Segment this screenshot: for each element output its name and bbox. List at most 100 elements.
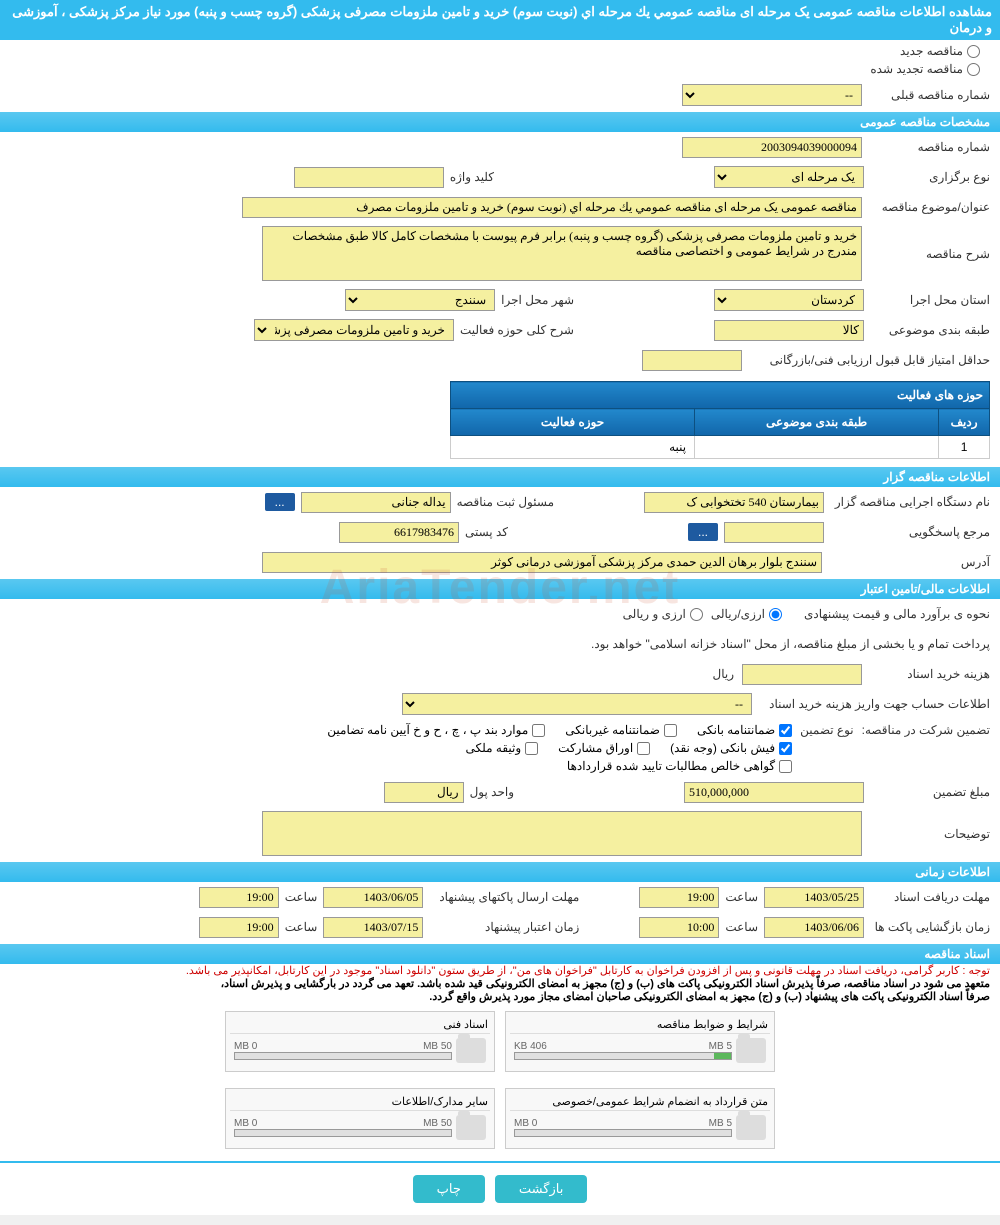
file-title-3: متن قرارداد به انضمام شرایط عمومی/خصوصی: [510, 1093, 770, 1111]
receive-time-label: ساعت: [725, 890, 758, 904]
registrar-input[interactable]: [301, 492, 451, 513]
chk-nonbank-guarantee[interactable]: [664, 724, 677, 737]
chk-clauses[interactable]: [532, 724, 545, 737]
progress-bar-3: [514, 1129, 732, 1137]
min-score-input[interactable]: [642, 350, 742, 371]
account-select[interactable]: --: [402, 693, 752, 715]
folder-icon[interactable]: [456, 1115, 486, 1140]
chk-cert[interactable]: [779, 760, 792, 773]
file-box-contract: متن قرارداد به انضمام شرایط عمومی/خصوصی …: [505, 1088, 775, 1149]
open-date-input[interactable]: [764, 917, 864, 938]
category-label: طبقه بندی موضوعی: [870, 323, 990, 337]
file-used-3: 0 MB: [514, 1118, 537, 1129]
validity-time-label: ساعت: [285, 920, 318, 934]
radio-currency-mixed-label: ارزی و ریالی: [623, 607, 686, 621]
file-total-1: 5 MB: [709, 1041, 732, 1052]
section-timing: اطلاعات زمانی: [0, 862, 1000, 882]
activity-col-row: ردیف: [939, 409, 990, 436]
address-input[interactable]: [262, 552, 822, 573]
unit-input[interactable]: [384, 782, 464, 803]
folder-icon[interactable]: [736, 1038, 766, 1063]
folder-icon[interactable]: [736, 1115, 766, 1140]
file-used-4: 0 MB: [234, 1118, 257, 1129]
desc-textarea[interactable]: خرید و تامین ملزومات مصرفی پزشکی (گروه چ…: [262, 226, 862, 281]
subject-input[interactable]: [242, 197, 862, 218]
responder-input[interactable]: [724, 522, 824, 543]
notes-textarea[interactable]: [262, 811, 862, 856]
note-red: توجه : کاربر گرامی، دریافت اسناد در مهلت…: [0, 964, 1000, 977]
doc-cost-input[interactable]: [742, 664, 862, 685]
radio-renewed-tender[interactable]: [967, 63, 980, 76]
file-used-2: 0 MB: [234, 1041, 257, 1052]
responder-lookup-button[interactable]: ...: [688, 523, 718, 541]
file-total-4: 50 MB: [423, 1118, 452, 1129]
holding-type-select[interactable]: یک مرحله ای: [714, 166, 864, 188]
province-select[interactable]: کردستان: [714, 289, 864, 311]
progress-bar-2: [234, 1052, 452, 1060]
notes-label: توضیحات: [870, 827, 990, 841]
subject-label: عنوان/موضوع مناقصه: [870, 200, 990, 214]
guarantee-label: تضمین شرکت در مناقصه:: [862, 723, 990, 737]
back-button[interactable]: بازگشت: [495, 1175, 587, 1203]
activity-select[interactable]: خرید و تامین ملزومات مصرفی پزشکی (گروه: [254, 319, 454, 341]
chk-cert-label: گواهی خالص مطالبات تایید شده قراردادها: [567, 759, 775, 773]
file-box-other: سایر مدارک/اطلاعات 50 MB 0 MB: [225, 1088, 495, 1149]
chk-bank-guarantee[interactable]: [779, 724, 792, 737]
folder-icon[interactable]: [456, 1038, 486, 1063]
activity-table: حوزه های فعالیت ردیف طبقه بندی موضوعی حو…: [450, 381, 990, 459]
chk-cash[interactable]: [779, 742, 792, 755]
validity-date-input[interactable]: [323, 917, 423, 938]
validity-label: زمان اعتبار پیشنهاد: [429, 920, 579, 934]
receive-date-input[interactable]: [764, 887, 864, 908]
org-name-label: نام دستگاه اجرایی مناقصه گزار: [830, 495, 990, 509]
chk-shares[interactable]: [637, 742, 650, 755]
prev-number-label: شماره مناقصه قبلی: [870, 88, 990, 102]
radio-new-tender[interactable]: [967, 45, 980, 58]
amount-input[interactable]: [684, 782, 864, 803]
prev-number-select[interactable]: --: [682, 84, 862, 106]
open-time-label: ساعت: [725, 920, 758, 934]
chk-property[interactable]: [525, 742, 538, 755]
open-label: زمان بازگشایی پاکت ها: [870, 920, 990, 934]
address-label: آدرس: [830, 555, 990, 569]
print-button[interactable]: چاپ: [413, 1175, 485, 1203]
city-select[interactable]: سنندج: [345, 289, 495, 311]
radio-currency-rial[interactable]: [769, 608, 782, 621]
submit-time-input[interactable]: [199, 887, 279, 908]
city-label: شهر محل اجرا: [501, 293, 574, 307]
file-box-technical: اسناد فنی 50 MB0 MB: [225, 1011, 495, 1072]
progress-bar-1: [514, 1052, 732, 1060]
activity-cell-cat: [695, 436, 939, 459]
receive-time-input[interactable]: [639, 887, 719, 908]
section-documents: اسناد مناقصه: [0, 944, 1000, 964]
chk-clauses-label: موارد بند پ ، چ ، ح و خ آیین نامه تضامین: [327, 723, 528, 737]
keyword-label: کلید واژه: [450, 170, 494, 184]
note-black-2: صرفاً اسناد الکترونیکی پاکت های پیشنهاد …: [0, 990, 1000, 1003]
account-label: اطلاعات حساب جهت واریز هزینه خرید اسناد: [760, 697, 990, 711]
validity-time-input[interactable]: [199, 917, 279, 938]
submit-label: مهلت ارسال پاکتهای پیشنهاد: [429, 890, 579, 904]
org-name-input[interactable]: [644, 492, 824, 513]
submit-date-input[interactable]: [323, 887, 423, 908]
chk-shares-label: اوراق مشارکت: [558, 741, 633, 755]
radio-currency-rial-label: ارزی/ریالی: [711, 607, 765, 621]
file-total-3: 5 MB: [709, 1118, 732, 1129]
radio-currency-mixed[interactable]: [690, 608, 703, 621]
activity-label: شرح کلی حوزه فعالیت: [460, 323, 574, 337]
keyword-input[interactable]: [294, 167, 444, 188]
page-title-bar: مشاهده اطلاعات مناقصه عمومی یک مرحله ای …: [0, 0, 1000, 40]
file-title-4: سایر مدارک/اطلاعات: [230, 1093, 490, 1111]
radio-renewed-label: مناقصه تجدید شده: [870, 62, 963, 76]
tender-number-input[interactable]: [682, 137, 862, 158]
registrar-lookup-button[interactable]: ...: [265, 493, 295, 511]
postal-input[interactable]: [339, 522, 459, 543]
treasury-note: پرداخت تمام و یا بخشی از مبلغ مناقصه، از…: [591, 637, 990, 651]
chk-property-label: وثیقه ملکی: [466, 741, 522, 755]
desc-label: شرح مناقصه: [870, 247, 990, 261]
min-score-label: حداقل امتیاز قابل قبول ارزیابی فنی/بازرگ…: [750, 353, 990, 367]
file-title-1: شرایط و ضوابط مناقصه: [510, 1016, 770, 1034]
activity-table-title: حوزه های فعالیت: [451, 382, 990, 409]
open-time-input[interactable]: [639, 917, 719, 938]
category-input[interactable]: [714, 320, 864, 341]
estimate-label: نحوه ی برآورد مالی و قیمت پیشنهادی: [790, 607, 990, 621]
